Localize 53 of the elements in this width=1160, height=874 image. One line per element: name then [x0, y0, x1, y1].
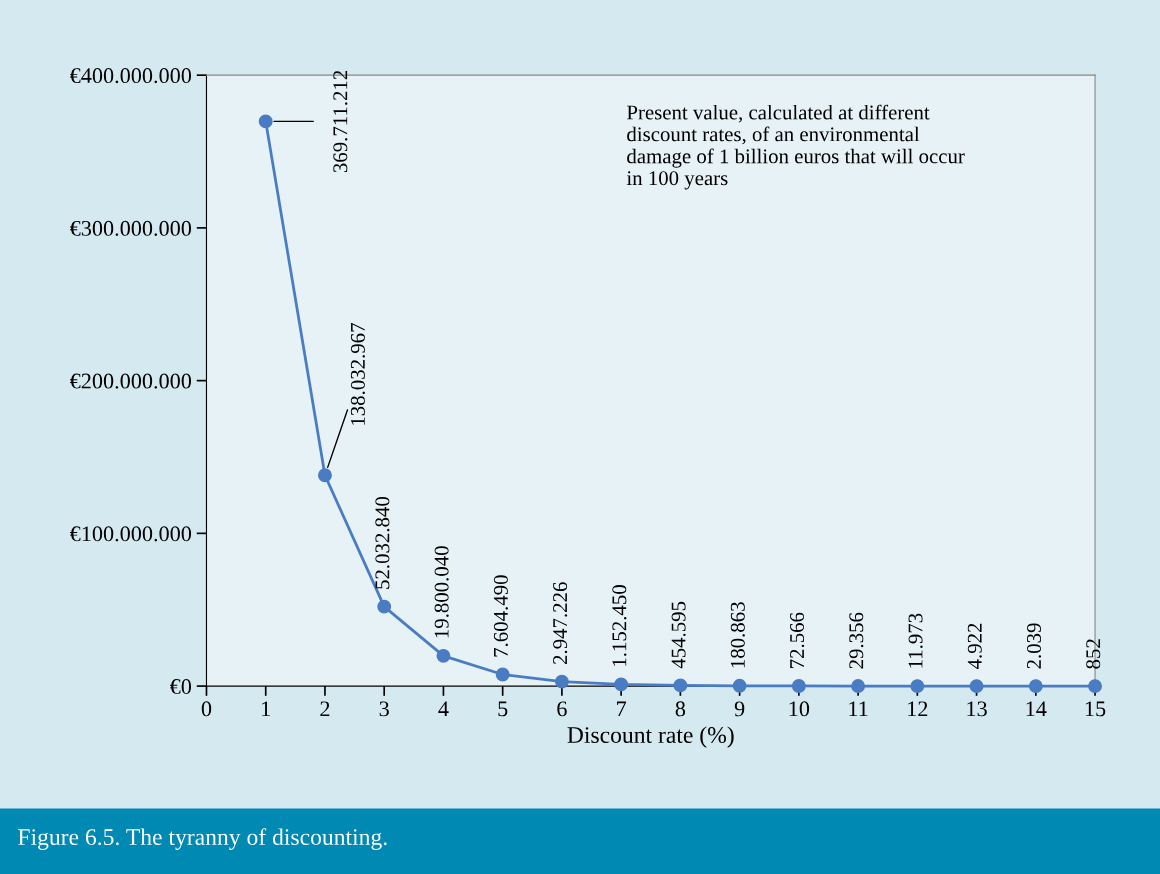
data-label: 11.973 — [908, 613, 923, 668]
x-tick-label: 14 — [1026, 701, 1047, 717]
data-label: 180.863 — [730, 602, 745, 668]
point — [318, 468, 332, 483]
y-tick-label: €0 — [170, 679, 192, 695]
data-label: 4.922 — [967, 623, 982, 670]
y-tick-label: €200.000.000 — [70, 373, 192, 389]
data-label: 369.711.212 — [333, 70, 348, 173]
data-label: 19.800.040 — [434, 546, 449, 638]
caption: Figure 6.5. The tyranny of discounting. — [18, 828, 387, 850]
x-tick-label: 3 — [379, 701, 389, 717]
x-tick-label: 11 — [849, 701, 868, 717]
y-tick-label: €300.000.000 — [70, 220, 192, 236]
data-label: 72.566 — [790, 612, 805, 668]
point — [495, 667, 510, 682]
x-tick-label: 6 — [557, 701, 567, 717]
point — [436, 648, 451, 663]
data-label: 7.604.490 — [493, 575, 508, 657]
point — [673, 678, 688, 693]
point — [851, 679, 866, 693]
annotation: Present value, calculated at different discount rates, of an environmental damage of 1 billion euros that will occur in 100 years — [626, 104, 965, 190]
x-tick-label: 12 — [908, 701, 928, 717]
point — [1028, 679, 1043, 694]
point — [377, 599, 392, 614]
x-tick-label: 0 — [201, 701, 212, 717]
data-label: 29.356 — [849, 612, 864, 669]
x-tick-label: 15 — [1085, 701, 1106, 717]
data-label: 52.032.840 — [375, 497, 390, 589]
x-tick-label: 4 — [438, 701, 449, 717]
data-label: 454.595 — [671, 601, 686, 669]
x-tick-label: 10 — [789, 701, 810, 717]
data-label: 2.947.226 — [553, 582, 568, 665]
x-tick-label: 8 — [675, 701, 686, 717]
x-tick-label: 7 — [617, 701, 627, 717]
point — [791, 679, 806, 693]
point — [910, 679, 925, 694]
point — [969, 679, 984, 694]
y-tick-label: €400.000.000 — [70, 68, 192, 84]
point — [258, 114, 273, 129]
y-tick-label: €100.000.000 — [70, 526, 192, 542]
x-tick-label: 5 — [498, 701, 508, 717]
x-tick-label: 1 — [262, 701, 270, 717]
data-label: 852 — [1086, 639, 1101, 669]
x-tick-label: 9 — [734, 701, 745, 717]
point — [554, 674, 569, 689]
x-axis-title: Discount rate (%) — [567, 726, 734, 748]
x-tick-label: 2 — [320, 701, 330, 717]
data-label: 2.039 — [1026, 623, 1042, 669]
point — [614, 677, 629, 692]
x-tick-label: 13 — [967, 701, 987, 717]
point — [732, 678, 747, 693]
data-label: 138.032.967 — [350, 323, 365, 425]
data-label: 1.152.450 — [612, 585, 627, 666]
